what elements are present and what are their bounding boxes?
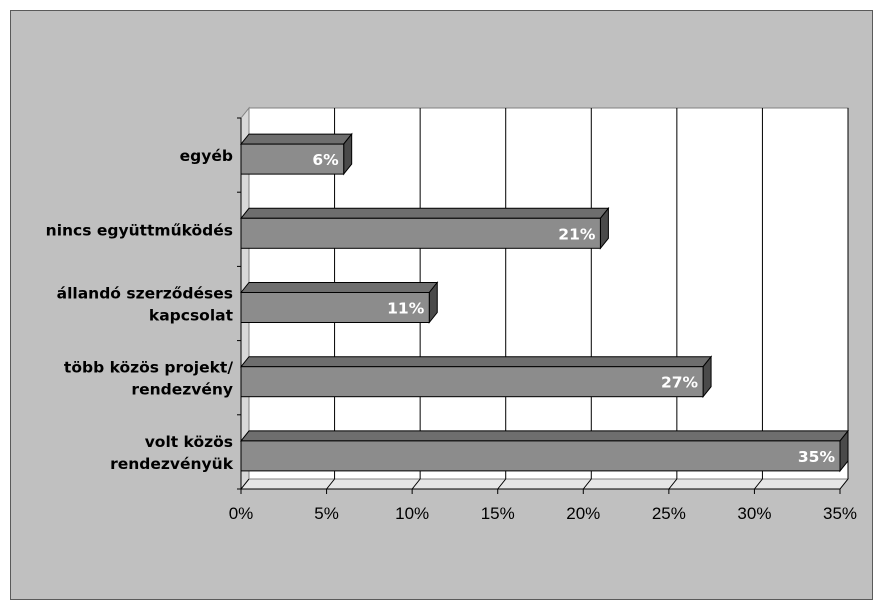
bar-top-face [239,430,850,442]
x-tick-label: 30% [737,504,771,523]
x-tick-label: 10% [395,504,429,523]
category-label: nincs együttműködés [46,221,233,239]
category-label: rendezvény [131,381,233,399]
bar-top-face [239,133,353,145]
bar-top-face [239,356,713,368]
x-tick-label: 35% [823,504,857,523]
plot-floor [239,478,850,490]
category-label: volt közös [145,433,233,451]
floor-gridline [240,478,250,490]
x-tick-label: 15% [481,504,515,523]
data-label: 21% [558,225,596,243]
x-tick-label: 25% [652,504,686,523]
data-label: 11% [387,300,425,318]
floor-gridline [411,478,421,490]
x-tick-label: 5% [314,504,339,523]
floor-gridline [326,478,335,490]
category-label: egyéb [180,147,233,165]
x-tick-label: 0% [229,504,254,523]
category-label: állandó szerződéses [57,285,233,303]
bar [240,440,841,472]
category-label: kapcsolat [149,307,234,325]
floor-gridline [497,478,507,490]
x-tick-label: 20% [566,504,600,523]
floor-gridline [839,478,849,490]
floor-gridline [754,478,763,490]
floor-gridline [668,478,678,490]
bar [240,143,345,175]
bar-top-face [239,207,610,219]
floor-gridline [582,478,592,490]
bar [240,292,430,323]
bar-top-face [239,282,439,293]
bar [240,217,601,249]
bar-chart: 0% 5% 10% 15% 20% 25% 30% 35% 35% volt közös rende… [46,106,857,523]
data-label: 27% [661,374,699,392]
bar [240,366,704,398]
chart-frame: 0% 5% 10% 15% 20% 25% 30% 35% 35% volt közös rende… [10,10,873,600]
category-label: rendezvényük [110,455,234,473]
data-label: 35% [798,448,836,466]
data-label: 6% [312,151,339,169]
category-label: több közös projekt/ [64,359,233,377]
